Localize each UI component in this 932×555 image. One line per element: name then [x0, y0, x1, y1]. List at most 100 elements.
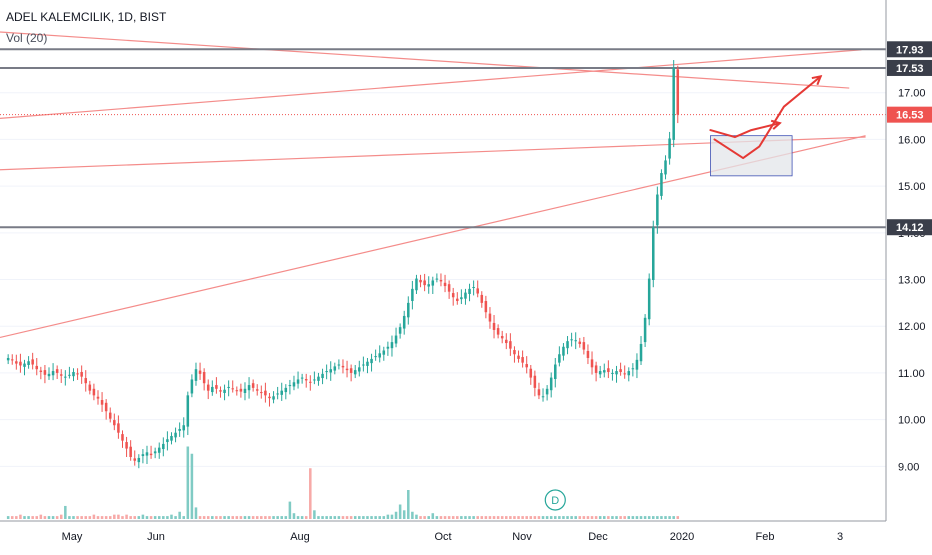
candle-body-8: [39, 370, 43, 372]
volume-bar-66: [276, 516, 279, 519]
candle-body-163: [672, 67, 675, 140]
volume-bar-52: [219, 516, 222, 519]
candle-body-112: [464, 292, 467, 299]
volume-bar-46: [194, 507, 198, 519]
candle-body-129: [533, 375, 537, 388]
volume-bar-50: [211, 516, 214, 519]
volume-bar-140: [578, 516, 582, 519]
candle-body-16: [72, 371, 75, 377]
volume-bar-107: [443, 516, 447, 519]
volume-bar-65: [272, 516, 275, 519]
candle-body-19: [84, 378, 88, 384]
x-tick-label-3: Oct: [434, 531, 451, 543]
candle-body-59: [247, 385, 251, 391]
volume-bar-90: [374, 516, 377, 519]
volume-bar-31: [133, 516, 137, 519]
volume-bar-118: [488, 516, 492, 519]
candle-body-57: [239, 388, 243, 392]
candle-body-50: [211, 386, 214, 393]
event-marker-label: D: [551, 495, 559, 507]
candle-body-128: [529, 368, 533, 378]
candle-body-119: [492, 322, 496, 330]
trendline-1: [0, 49, 862, 119]
price-tags: 17.93 17.53 16.53 14.12: [887, 41, 932, 236]
candle-body-48: [202, 371, 206, 384]
candle-body-35: [149, 453, 153, 456]
volume-bar-104: [431, 513, 435, 519]
volume-bar-152: [627, 516, 631, 519]
candle-body-20: [88, 384, 92, 391]
candle-body-89: [370, 358, 373, 364]
candle-body-2: [15, 361, 18, 364]
volume-bar-45: [190, 453, 194, 519]
volume-bar-20: [88, 516, 92, 519]
volume-bar-150: [619, 516, 622, 519]
candle-body-56: [235, 390, 239, 392]
candle-body-90: [374, 356, 377, 358]
volume-bar-127: [525, 516, 528, 519]
candle-body-67: [280, 390, 283, 395]
price-tag-0: [887, 41, 932, 58]
candle-body-150: [619, 369, 622, 372]
candle-body-158: [652, 227, 655, 280]
candle-body-85: [353, 370, 357, 375]
y-tick-label-4: 13.00: [898, 275, 926, 287]
symbol-title[interactable]: ADEL KALEMCILIK, 1D, BIST: [6, 10, 167, 24]
volume-bar-7: [35, 516, 39, 519]
candle-body-130: [537, 389, 541, 396]
candle-body-124: [513, 350, 516, 355]
volume-bar-11: [51, 516, 55, 519]
target-box: [710, 135, 793, 177]
volume-bar-155: [639, 516, 643, 519]
candle-body-139: [574, 340, 577, 342]
candle-body-61: [255, 389, 259, 391]
price-tag-label-1: 17.53: [896, 63, 924, 75]
volume-bar-87: [362, 516, 365, 519]
candle-body-101: [419, 279, 422, 283]
y-tick-label-2: 11.00: [898, 368, 925, 380]
volume-indicator-label[interactable]: Vol (20): [6, 31, 47, 45]
candle-body-94: [390, 342, 394, 349]
volume-bar-131: [541, 516, 545, 519]
volume-bar-42: [178, 511, 181, 519]
volume-bar-92: [382, 516, 386, 519]
candle-body-43: [182, 425, 185, 431]
volume-bar-129: [533, 516, 537, 519]
volume-bar-162: [668, 516, 671, 519]
candle-body-108: [447, 284, 451, 292]
candle-body-39: [166, 439, 169, 443]
projection-arrow-2: [709, 122, 781, 139]
volume-bar-121: [500, 516, 504, 519]
candle-body-65: [272, 396, 275, 400]
volume-bar-35: [149, 516, 153, 519]
volume-bar-85: [353, 516, 357, 519]
candle-body-137: [566, 341, 569, 349]
candle-body-162: [668, 138, 671, 159]
candle-body-154: [635, 359, 639, 370]
volume-bar-13: [59, 514, 63, 519]
candle-body-98: [407, 302, 410, 318]
volume-bar-62: [260, 516, 263, 519]
projection-arrowhead-1: [811, 75, 823, 86]
candle-body-149: [615, 371, 618, 375]
volume-bar-112: [464, 516, 467, 519]
candle-body-74: [309, 381, 312, 383]
candle-body-86: [358, 367, 361, 372]
volume-bar-16: [72, 516, 75, 519]
volume-bar-153: [631, 516, 635, 519]
candle-body-76: [317, 376, 320, 381]
volume-bar-19: [84, 516, 88, 519]
x-tick-label-2: Aug: [290, 531, 310, 543]
y-tick-label-3: 12.00: [898, 321, 926, 333]
candle-body-41: [174, 432, 177, 438]
volume-bar-157: [647, 516, 651, 519]
volume-bar-47: [198, 516, 202, 519]
volume-bar-98: [407, 490, 410, 519]
volume-bar-61: [255, 516, 259, 519]
volume-bar-119: [492, 516, 496, 519]
candle-body-84: [349, 368, 353, 373]
volume-bar-8: [39, 514, 43, 519]
candle-body-12: [55, 369, 59, 373]
